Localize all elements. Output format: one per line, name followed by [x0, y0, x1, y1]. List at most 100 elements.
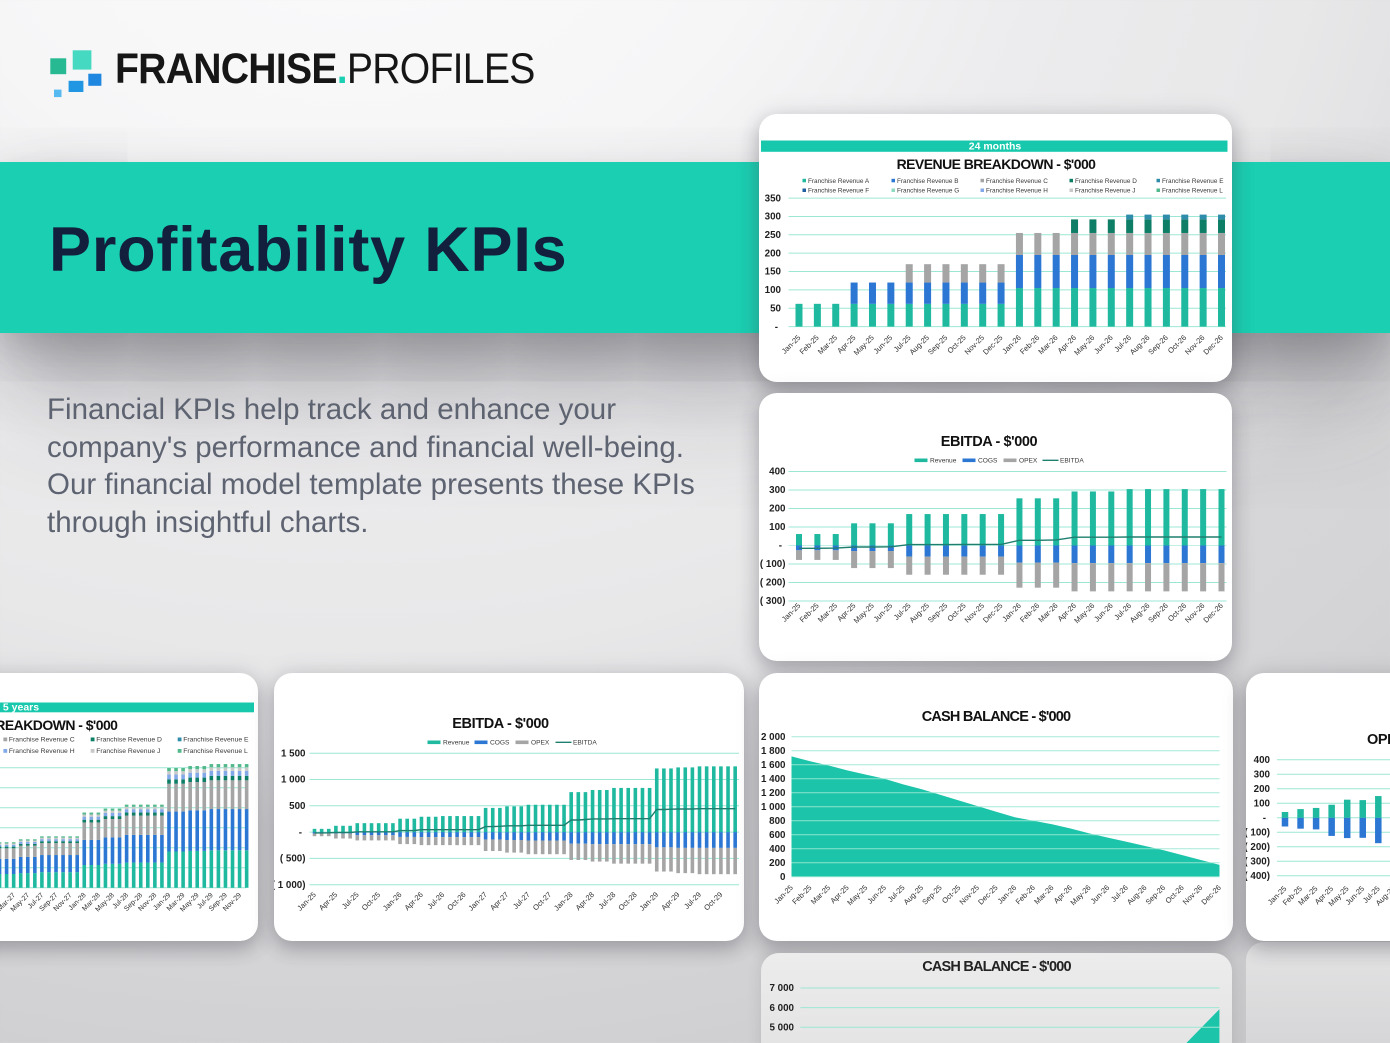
svg-text:1 800: 1 800: [760, 746, 785, 757]
svg-text:50: 50: [770, 303, 781, 314]
svg-text:7 000: 7 000: [769, 983, 794, 994]
svg-text:Franchise Revenue E: Franchise Revenue E: [1162, 177, 1223, 184]
svg-text:-: -: [778, 540, 781, 551]
svg-text:COGS: COGS: [978, 457, 998, 464]
svg-text:0: 0: [780, 872, 786, 883]
svg-text:Mar-26: Mar-26: [1036, 333, 1059, 356]
svg-text:EBITDA - $'000: EBITDA - $'000: [940, 434, 1037, 450]
svg-text:Feb-26: Feb-26: [1018, 333, 1041, 356]
svg-text:1 500: 1 500: [280, 748, 305, 759]
svg-text:Mar-26: Mar-26: [1036, 601, 1059, 624]
svg-text:Oct-28: Oct-28: [616, 890, 638, 912]
svg-text:( 1 000): ( 1 000): [274, 879, 306, 890]
svg-text:6 000: 6 000: [769, 1003, 794, 1014]
svg-text:250: 250: [764, 230, 781, 241]
svg-text:350: 350: [764, 193, 781, 204]
svg-text:Dec-26: Dec-26: [1201, 601, 1224, 624]
svg-text:Feb-26: Feb-26: [1018, 601, 1041, 624]
svg-text:Franchise Revenue E: Franchise Revenue E: [183, 736, 249, 743]
svg-text:Jan-26: Jan-26: [380, 890, 403, 913]
svg-text:Jan-25: Jan-25: [295, 890, 318, 913]
svg-text:Franchise Revenue C: Franchise Revenue C: [9, 736, 75, 743]
svg-text:( 300): ( 300): [759, 596, 785, 607]
svg-text:Dec-26: Dec-26: [1199, 883, 1222, 906]
svg-text:REVENUE BREAKDOWN - $'000: REVENUE BREAKDOWN - $'000: [0, 717, 118, 733]
svg-text:-: -: [774, 321, 777, 332]
svg-text:400: 400: [1254, 755, 1271, 766]
svg-text:200: 200: [769, 503, 786, 514]
svg-text:CASH BALANCE - $'000: CASH BALANCE - $'000: [922, 959, 1071, 975]
svg-text:100: 100: [764, 285, 781, 296]
svg-text:500: 500: [289, 801, 306, 812]
svg-text:600: 600: [769, 830, 786, 841]
svg-text:Jun-25: Jun-25: [871, 601, 894, 624]
svg-text:( 200): ( 200): [1246, 842, 1270, 853]
svg-text:Jun-25: Jun-25: [871, 333, 894, 356]
svg-text:300: 300: [1254, 769, 1271, 780]
svg-text:Sep-25: Sep-25: [925, 601, 948, 624]
svg-text:Apr-26: Apr-26: [402, 890, 424, 912]
svg-text:Jun-26: Jun-26: [1092, 333, 1115, 356]
svg-text:Jan-28: Jan-28: [552, 890, 575, 913]
svg-text:300: 300: [764, 211, 781, 222]
svg-text:Franchise Revenue J: Franchise Revenue J: [96, 748, 160, 755]
svg-text:400: 400: [769, 844, 786, 855]
svg-text:Sep-26: Sep-26: [1143, 883, 1166, 906]
svg-text:Franchise Revenue B: Franchise Revenue B: [897, 177, 958, 184]
svg-text:800: 800: [769, 816, 786, 827]
svg-text:Jan-29: Jan-29: [637, 890, 660, 913]
svg-text:Jul-26: Jul-26: [425, 890, 446, 911]
svg-text:EBITDA: EBITDA: [573, 739, 597, 746]
svg-text:Franchise Revenue J: Franchise Revenue J: [1075, 187, 1135, 194]
svg-text:May-26: May-26: [1072, 601, 1096, 625]
svg-text:OPEX: OPEX: [531, 739, 550, 746]
svg-text:Feb-26: Feb-26: [1013, 883, 1036, 906]
svg-text:Oct-25: Oct-25: [359, 890, 381, 912]
svg-text:5 000: 5 000: [769, 1023, 794, 1034]
svg-text:Sep-25: Sep-25: [920, 883, 943, 906]
svg-text:Franchise Revenue H: Franchise Revenue H: [9, 748, 75, 755]
svg-text:Dec-25: Dec-25: [976, 883, 999, 906]
svg-text:200: 200: [1254, 784, 1271, 795]
svg-text:Sep-25: Sep-25: [925, 333, 948, 356]
svg-text:( 100): ( 100): [759, 559, 785, 570]
svg-text:Sep-26: Sep-26: [1146, 601, 1169, 624]
svg-text:200: 200: [764, 248, 781, 259]
svg-text:Mar-26: Mar-26: [1032, 883, 1055, 906]
svg-text:Jul-29: Jul-29: [682, 890, 703, 911]
svg-text:-: -: [298, 827, 301, 838]
svg-text:1 600: 1 600: [760, 760, 785, 771]
svg-text:200: 200: [769, 858, 786, 869]
svg-text:Franchise Revenue G: Franchise Revenue G: [897, 187, 959, 194]
svg-text:REVENUE BREAKDOWN - $'000: REVENUE BREAKDOWN - $'000: [896, 156, 1096, 172]
svg-text:( 500): ( 500): [279, 853, 305, 864]
svg-text:Franchise Revenue D: Franchise Revenue D: [1075, 177, 1137, 184]
svg-text:Dec-25: Dec-25: [981, 333, 1004, 356]
svg-text:5 years: 5 years: [3, 701, 39, 713]
svg-text:1 000: 1 000: [760, 802, 785, 813]
svg-text:Apr-27: Apr-27: [488, 890, 510, 912]
svg-text:Oct-29: Oct-29: [702, 890, 724, 912]
svg-text:Feb-25: Feb-25: [790, 883, 813, 906]
svg-text:Jan-27: Jan-27: [466, 890, 489, 913]
svg-text:Franchise Revenue C: Franchise Revenue C: [986, 177, 1048, 184]
svg-text:Mar-25: Mar-25: [815, 601, 838, 624]
svg-text:Nov-26: Nov-26: [1180, 883, 1203, 906]
svg-text:May-26: May-26: [1068, 883, 1092, 907]
svg-text:May-25: May-25: [851, 333, 875, 357]
svg-text:Franchise Revenue L: Franchise Revenue L: [183, 748, 248, 755]
svg-text:100: 100: [1254, 798, 1271, 809]
svg-text:1 400: 1 400: [760, 774, 785, 785]
svg-text:1 000: 1 000: [280, 774, 305, 785]
svg-text:-: -: [1263, 813, 1266, 824]
svg-text:Franchise Revenue A: Franchise Revenue A: [808, 177, 870, 184]
svg-text:100: 100: [769, 522, 786, 533]
svg-text:Jun-26: Jun-26: [1088, 883, 1111, 906]
svg-text:1 200: 1 200: [760, 788, 785, 799]
svg-text:Mar-25: Mar-25: [808, 883, 831, 906]
svg-text:Oct-26: Oct-26: [445, 890, 467, 912]
svg-text:Franchise Revenue D: Franchise Revenue D: [96, 736, 162, 743]
svg-text:Aug-26: Aug-26: [1125, 883, 1148, 906]
svg-text:OPEX: OPEX: [1019, 457, 1038, 464]
svg-text:Revenue: Revenue: [930, 457, 957, 464]
